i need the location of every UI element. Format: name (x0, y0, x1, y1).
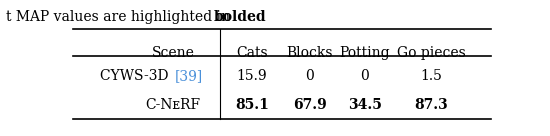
Text: CYWS-3D: CYWS-3D (100, 69, 173, 83)
Text: 67.9: 67.9 (293, 98, 327, 112)
Text: bolded: bolded (213, 10, 266, 24)
Text: 85.1: 85.1 (235, 98, 269, 112)
Text: Blocks: Blocks (287, 46, 333, 60)
Text: t MAP values are highlighted in: t MAP values are highlighted in (6, 10, 234, 24)
Text: Potting: Potting (340, 46, 390, 60)
Text: Scene: Scene (152, 46, 195, 60)
Text: .: . (252, 10, 256, 24)
Text: 1.5: 1.5 (420, 69, 442, 83)
Text: 15.9: 15.9 (236, 69, 267, 83)
Text: 34.5: 34.5 (348, 98, 382, 112)
Text: [39]: [39] (174, 69, 203, 83)
Text: 0: 0 (361, 69, 370, 83)
Text: C-NᴇRF: C-NᴇRF (146, 98, 201, 112)
Text: 0: 0 (305, 69, 314, 83)
Text: Go pieces: Go pieces (397, 46, 465, 60)
Text: Cats: Cats (236, 46, 268, 60)
Text: 87.3: 87.3 (414, 98, 448, 112)
